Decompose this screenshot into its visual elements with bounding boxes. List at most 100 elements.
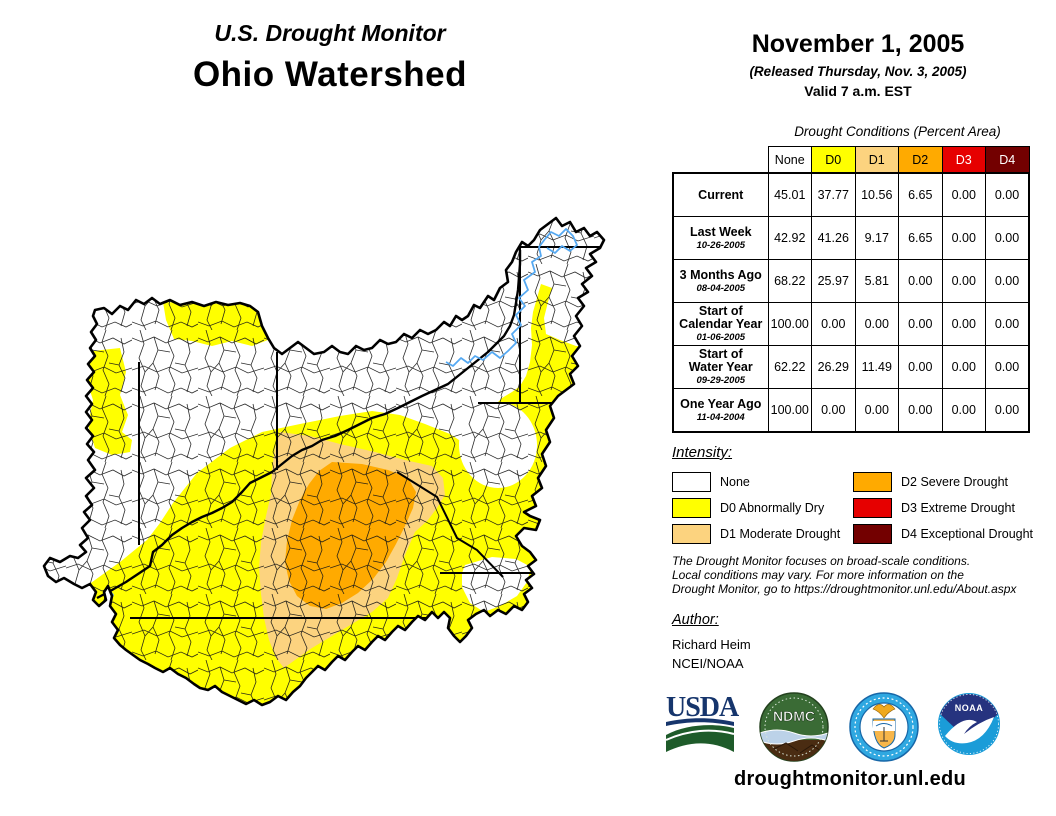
row-date: 01-06-2005	[696, 332, 746, 343]
value-cell: 100.00	[767, 302, 812, 346]
row-label-cell: One Year Ago 11-04-2004	[672, 388, 769, 433]
agency-logos: USDA NDMC NOAA	[664, 688, 1016, 771]
table-corner-cell	[673, 147, 768, 174]
value-cell: 0.00	[811, 302, 856, 346]
value-cell: 0.00	[898, 345, 943, 389]
value-cell: 0.00	[941, 388, 986, 433]
legend-swatch	[672, 524, 711, 544]
table-row: Start of Water Year 09-29-2005 62.22 26.29 1…	[672, 345, 1030, 389]
value-cell: 0.00	[898, 259, 943, 303]
disclaimer-line: The Drought Monitor focuses on broad-sca…	[672, 554, 971, 568]
value-cell: 0.00	[941, 345, 986, 389]
table-header: None D0 D1 D2 D3 D4	[673, 146, 1030, 174]
value-cell: 0.00	[985, 345, 1030, 389]
disclaimer-line: Local conditions may vary. For more info…	[672, 568, 964, 582]
value-cell: 41.26	[811, 216, 856, 260]
row-date: 09-29-2005	[696, 375, 746, 386]
value-cell: 25.97	[811, 259, 856, 303]
county-lines-texture	[44, 218, 604, 705]
date-block: November 1, 2005 (Released Thursday, Nov…	[668, 30, 1048, 99]
legend-heading: Intensity:	[672, 444, 733, 461]
usda-logo: USDA	[665, 692, 741, 752]
ohio-river-boundary	[96, 250, 522, 600]
value-cell: 0.00	[941, 216, 986, 260]
drought-conditions-table: None D0 D1 D2 D3 D4 Current 45.01 37.77 10.56 6.6…	[672, 146, 1030, 433]
disclaimer-line: Drought Monitor, go to https://droughtmo…	[672, 582, 1017, 596]
legend-item: D4 Exceptional Drought	[853, 521, 1033, 547]
value-cell: 11.49	[854, 345, 899, 389]
author-heading: Author:	[672, 612, 719, 628]
value-cell: 0.00	[898, 388, 943, 433]
row-date: 11-04-2004	[696, 411, 745, 423]
row-label-cell: Start of Water Year 09-29-2005	[672, 345, 769, 389]
value-cell: 0.00	[985, 259, 1030, 303]
row-label: Last Week	[689, 224, 752, 239]
row-date: 10-26-2005	[696, 239, 746, 251]
legend-swatch	[853, 498, 892, 518]
column-header-d0: D0	[811, 146, 856, 174]
svg-text:NDMC: NDMC	[773, 708, 815, 724]
table-row: One Year Ago 11-04-2004 100.00 0.00 0.00 0.00…	[672, 388, 1030, 433]
table-row: 3 Months Ago 08-04-2005 68.22 25.97 5.81 0.00…	[672, 259, 1030, 303]
value-cell: 9.17	[854, 216, 899, 260]
row-label: Start of Calendar Year	[679, 304, 763, 331]
row-label-cell: Current	[672, 172, 769, 217]
column-header-none: None	[767, 146, 812, 174]
value-cell: 0.00	[985, 302, 1030, 346]
ndmc-logo: NDMC	[759, 692, 829, 762]
table-row: Current 45.01 37.77 10.56 6.65 0.00 0.00	[672, 172, 1030, 217]
legend-label: D2 Severe Drought	[901, 475, 1009, 489]
valid-time: Valid 7 a.m. EST	[804, 83, 912, 99]
title-block: U.S. Drought Monitor Ohio Watershed	[90, 20, 570, 95]
value-cell: 45.01	[767, 172, 812, 217]
author-block: Author: Richard Heim NCEI/NOAA	[672, 612, 751, 671]
value-cell: 68.22	[767, 259, 812, 303]
column-header-d2: D2	[898, 146, 943, 174]
legend-column-right: D2 Severe Drought D3 Extreme Drought D4 Ex…	[853, 469, 1033, 547]
value-cell: 0.00	[985, 216, 1030, 260]
value-cell: 6.65	[898, 216, 943, 260]
column-header-d4: D4	[985, 146, 1030, 174]
map-date: November 1, 2005	[751, 30, 965, 58]
legend-swatch	[853, 472, 892, 492]
commerce-seal-logo	[849, 692, 919, 762]
legend-swatch	[853, 524, 892, 544]
region-title: Ohio Watershed	[192, 55, 468, 94]
table-body: Current 45.01 37.77 10.56 6.65 0.00 0.00 Last W…	[672, 172, 1030, 433]
legend-item: D3 Extreme Drought	[853, 495, 1033, 521]
column-header-d3: D3	[941, 146, 986, 174]
report-title: U.S. Drought Monitor	[214, 20, 446, 46]
value-cell: 0.00	[941, 302, 986, 346]
table-row: Start of Calendar Year 01-06-2005 100.00 0.…	[672, 302, 1030, 346]
legend-label: D4 Exceptional Drought	[901, 527, 1034, 541]
legend-label: D1 Moderate Drought	[720, 527, 841, 541]
value-cell: 0.00	[854, 302, 899, 346]
legend-item: D1 Moderate Drought	[672, 521, 853, 547]
drought-map	[0, 195, 670, 715]
table-caption: Drought Conditions (Percent Area)	[794, 124, 1001, 139]
value-cell: 0.00	[811, 388, 856, 433]
noaa-logo: NOAA	[938, 693, 1000, 755]
legend-label: D3 Extreme Drought	[901, 501, 1015, 515]
row-label-cell: Last Week 10-26-2005	[672, 216, 769, 260]
value-cell: 0.00	[985, 388, 1030, 433]
row-label: Current	[698, 187, 744, 202]
site-url: droughtmonitor.unl.edu	[733, 768, 967, 790]
value-cell: 26.29	[811, 345, 856, 389]
value-cell: 0.00	[854, 388, 899, 433]
row-date: 08-04-2005	[696, 282, 746, 294]
value-cell: 0.00	[941, 259, 986, 303]
legend-item: None	[672, 469, 853, 495]
intensity-legend: Intensity: None D0 Abnormally Dry D1 Moder…	[672, 444, 1052, 547]
value-cell: 5.81	[854, 259, 899, 303]
svg-text:USDA: USDA	[666, 692, 740, 723]
watershed-outline	[42, 216, 606, 707]
row-label: Start of Water Year	[688, 347, 753, 374]
svg-text:NOAA: NOAA	[955, 703, 984, 713]
legend-label: None	[720, 475, 750, 489]
legend-item: D0 Abnormally Dry	[672, 495, 853, 521]
legend-label: D0 Abnormally Dry	[720, 501, 825, 515]
legend-column-left: None D0 Abnormally Dry D1 Moderate Drought	[672, 469, 853, 547]
legend-item: D2 Severe Drought	[853, 469, 1033, 495]
